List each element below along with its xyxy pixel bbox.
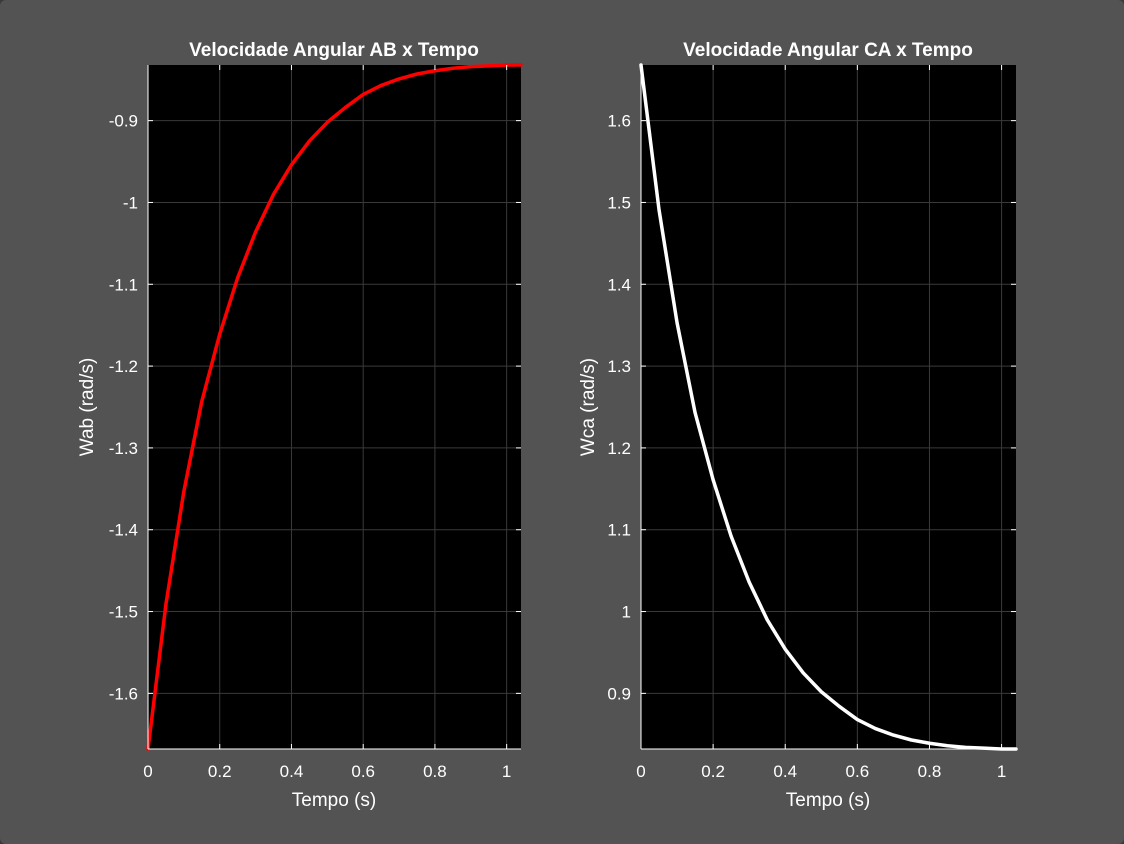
- x-tick-label: 0.2: [701, 762, 725, 781]
- y-tick-label: 1.1: [607, 521, 631, 540]
- x-tick-label: 0: [636, 762, 645, 781]
- x-axis-label: Tempo (s): [786, 790, 870, 811]
- x-tick-label: 0.8: [423, 762, 447, 781]
- y-tick-label: -1.6: [109, 684, 138, 703]
- x-tick-label: 0.6: [846, 762, 870, 781]
- y-tick-label: -1.5: [109, 603, 138, 622]
- y-tick-label: 1.6: [607, 112, 631, 131]
- y-tick-label: -0.9: [109, 112, 138, 131]
- y-tick-label: 1: [622, 603, 631, 622]
- y-tick-label: 1.3: [607, 357, 631, 376]
- x-tick-label: 1: [502, 762, 511, 781]
- plot-area: [148, 65, 521, 749]
- series-line: [146, 63, 523, 751]
- y-axis-label: Wca (rad/s): [578, 358, 599, 456]
- y-tick-label: 1.5: [607, 193, 631, 212]
- chart-title: Velocidade Angular AB x Tempo: [189, 40, 479, 61]
- plot-area: [641, 65, 1016, 749]
- y-tick-label: 0.9: [607, 684, 631, 703]
- y-tick-label: 1.2: [607, 439, 631, 458]
- x-axis-label: Tempo (s): [292, 790, 376, 811]
- x-tick-label: 0: [143, 762, 152, 781]
- y-tick-label: 1.4: [607, 275, 631, 294]
- x-tick-label: 0.8: [918, 762, 942, 781]
- x-tick-label: 0.6: [351, 762, 375, 781]
- x-tick-label: 1: [997, 762, 1006, 781]
- x-tick-label: 0.4: [773, 762, 797, 781]
- x-tick-label: 0.4: [280, 762, 304, 781]
- series-line: [639, 63, 1018, 751]
- y-tick-label: -1.1: [109, 275, 138, 294]
- axes-wca[interactable]: Velocidade Angular CA x Tempo Tempo (s) …: [578, 40, 1018, 811]
- x-tick-label: 0.2: [208, 762, 232, 781]
- y-tick-label: -1: [123, 193, 138, 212]
- chart-title: Velocidade Angular CA x Tempo: [683, 40, 973, 61]
- y-axis-label: Wab (rad/s): [77, 358, 98, 457]
- axes-wab[interactable]: Velocidade Angular AB x Tempo Tempo (s) …: [77, 40, 523, 811]
- y-tick-label: -1.3: [109, 439, 138, 458]
- y-tick-label: -1.2: [109, 357, 138, 376]
- y-tick-label: -1.4: [109, 521, 138, 540]
